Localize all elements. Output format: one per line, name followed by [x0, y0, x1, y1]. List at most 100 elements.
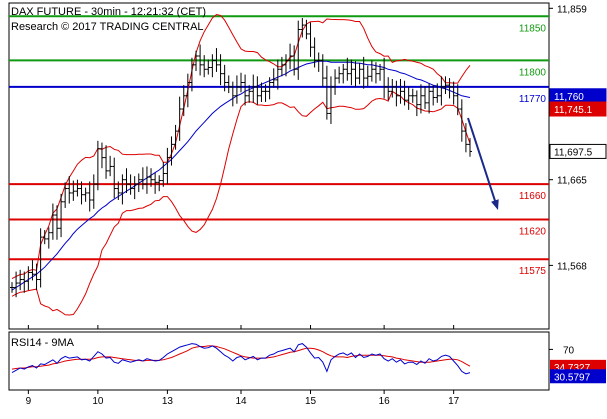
price-bar: [206, 59, 211, 75]
price-bar: [398, 78, 403, 104]
price-bar: [418, 84, 423, 114]
x-tick-label: 9: [26, 396, 32, 407]
price-bar: [316, 52, 321, 72]
price-bar: [46, 227, 51, 249]
price-bar: [247, 85, 252, 103]
price-bar: [382, 57, 387, 99]
x-tick-label: 13: [162, 396, 174, 407]
price-bar: [390, 78, 395, 98]
price-bar: [308, 22, 313, 57]
price-bar: [239, 72, 243, 93]
price-bar: [189, 57, 194, 92]
price-bar: [427, 83, 432, 114]
price-bar: [406, 86, 411, 110]
price-bar: [128, 174, 133, 195]
price-bar: [194, 50, 199, 72]
price-bar: [304, 19, 309, 40]
price-bar: [365, 65, 370, 87]
rsi-ma-line: [11, 345, 471, 370]
price-bar: [218, 54, 223, 86]
price-bar: [104, 145, 109, 179]
price-bar: [153, 172, 158, 194]
x-tick-label: 10: [92, 396, 104, 407]
chart-subtitle: Research © 2017 TRADING CENTRAL: [11, 21, 204, 33]
price-bar: [328, 76, 333, 125]
price-bar: [431, 85, 436, 106]
level-label: 11770: [519, 94, 547, 105]
price-bar: [353, 61, 358, 87]
price-bar: [136, 173, 141, 193]
x-tick-label: 14: [235, 396, 247, 407]
price-bar: [386, 77, 391, 101]
price-bar: [345, 57, 350, 81]
main-price-panel: 11,859 11,665 11,568 11850 11800 11770 11660 11…: [8, 2, 607, 330]
price-bar: [124, 168, 129, 193]
price-tag-box: [549, 101, 607, 117]
price-bar: [54, 205, 59, 240]
price-bar: [169, 136, 174, 166]
price-bar: [59, 193, 64, 238]
price-bar: [112, 157, 117, 199]
price-bar: [95, 140, 100, 191]
price-bar: [132, 176, 137, 200]
price-bar: [263, 84, 268, 102]
price-bar: [198, 44, 203, 76]
price-bar: [468, 138, 472, 157]
price-bar: [185, 73, 190, 108]
price-bar: [292, 45, 297, 76]
rsi-tick-label: 70: [563, 345, 575, 356]
price-bar: [226, 75, 231, 94]
level-label: 11800: [519, 67, 547, 78]
price-bar: [173, 124, 178, 150]
upper-band-line: [11, 13, 471, 280]
price-bar: [210, 54, 215, 78]
level-label: 11850: [519, 23, 547, 34]
rsi-value-label: 30.5797: [554, 372, 591, 383]
price-bar: [181, 85, 186, 117]
price-bar: [296, 20, 301, 80]
price-bar: [463, 123, 468, 153]
price-bar: [251, 74, 256, 103]
price-bar: [144, 166, 149, 194]
price-bar: [333, 69, 338, 95]
price-bar: [459, 99, 464, 142]
price-bar: [414, 90, 419, 117]
price-tag-label: 11,697.5: [554, 147, 593, 158]
price-bar: [349, 59, 354, 86]
price-bar: [67, 176, 72, 204]
price-bar: [255, 76, 260, 105]
y-tick-label: 11,859: [557, 4, 587, 15]
price-bar: [300, 18, 305, 38]
price-bar: [283, 54, 288, 77]
price-bar: [38, 228, 43, 288]
price-bar: [116, 181, 121, 201]
rsi-title: RSI14 - 9MA: [11, 337, 75, 349]
price-bar: [439, 76, 444, 106]
x-tick-label: 15: [305, 396, 317, 407]
lower-band-line: [11, 90, 471, 316]
price-bar: [337, 66, 342, 84]
price-bar: [14, 271, 19, 298]
price-bar: [369, 60, 374, 82]
price-bar: [373, 62, 378, 84]
price-bar: [279, 56, 284, 77]
price-bar: [10, 282, 14, 293]
price-bar: [87, 181, 92, 212]
price-bar: [75, 179, 80, 197]
price-bar: [267, 77, 272, 100]
price-bar: [341, 63, 346, 84]
price-bar: [320, 54, 325, 87]
price-bar: [63, 182, 68, 208]
price-bar: [451, 81, 456, 105]
price-bar: [108, 155, 113, 177]
level-label: 11575: [519, 266, 547, 277]
price-bar: [79, 181, 84, 205]
price-bar: [22, 271, 27, 293]
price-bar: [165, 147, 170, 185]
y-tick-label: 11,665: [557, 176, 587, 187]
x-axis: 9 10 13 14 15 16 17: [9, 325, 549, 407]
price-bar: [99, 142, 104, 169]
price-tag-box: [549, 143, 607, 159]
x-tick-label: 17: [448, 396, 460, 407]
